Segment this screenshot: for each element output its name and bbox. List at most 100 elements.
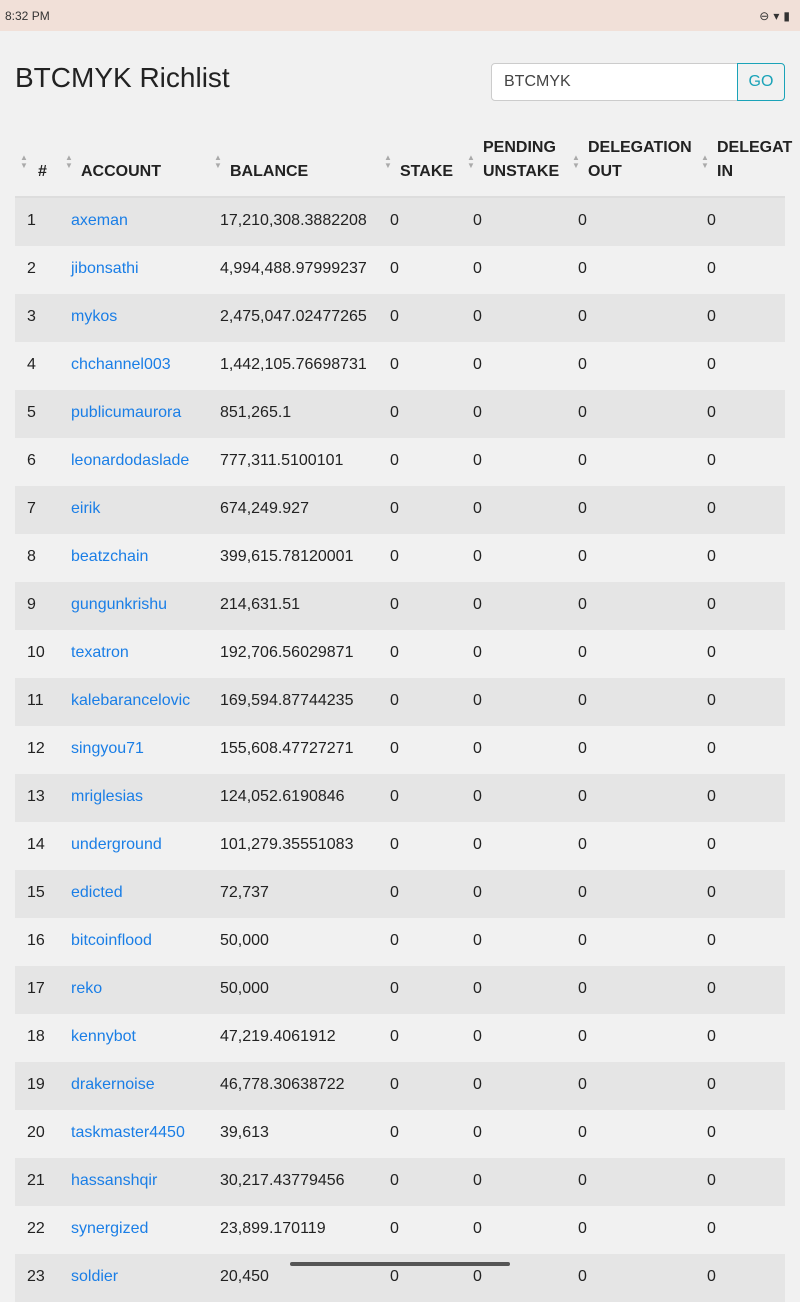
column-header[interactable]: ▲ ▼ DELEGAT IN bbox=[701, 139, 792, 196]
sort-icon: ▲ ▼ bbox=[572, 153, 580, 170]
rank-cell: 2 bbox=[27, 260, 36, 277]
account-link[interactable]: leonardodaslade bbox=[71, 452, 190, 469]
search-input[interactable] bbox=[491, 63, 738, 101]
rank-cell: 6 bbox=[27, 452, 36, 469]
balance-cell: 1,442,105.76698731 bbox=[220, 356, 367, 373]
balance-cell: 851,265.1 bbox=[220, 404, 292, 421]
rank-cell: 7 bbox=[27, 500, 36, 517]
stake-cell: 0 bbox=[390, 212, 399, 229]
delegation-in-cell: 0 bbox=[707, 692, 716, 709]
account-link[interactable]: taskmaster4450 bbox=[71, 1124, 185, 1141]
wifi-icon: ▾ bbox=[773, 8, 780, 23]
delegation-out-cell: 0 bbox=[578, 1268, 587, 1285]
rank-cell: 5 bbox=[27, 404, 36, 421]
delegation-in-cell: 0 bbox=[707, 932, 716, 949]
account-link[interactable]: mykos bbox=[71, 308, 118, 325]
battery-icon: ▮ bbox=[783, 8, 790, 23]
stake-cell: 0 bbox=[390, 980, 399, 997]
stake-cell: 0 bbox=[390, 1124, 399, 1141]
account-link[interactable]: drakernoise bbox=[71, 1076, 155, 1093]
balance-cell: 214,631.51 bbox=[220, 596, 301, 613]
column-header[interactable]: ▲ ▼ STAKE bbox=[384, 140, 453, 196]
balance-cell: 17,210,308.3882208 bbox=[220, 212, 367, 229]
account-link[interactable]: bitcoinflood bbox=[71, 932, 152, 949]
rank-cell: 21 bbox=[27, 1172, 45, 1189]
sort-icon: ▲ ▼ bbox=[214, 153, 222, 170]
delegation-out-cell: 0 bbox=[578, 1172, 587, 1189]
table-row: 16 bitcoinflood 50,000 0 0 0 0 bbox=[15, 918, 785, 966]
sort-icon: ▲ ▼ bbox=[701, 153, 709, 170]
account-link[interactable]: kennybot bbox=[71, 1028, 136, 1045]
account-link[interactable]: eirik bbox=[71, 500, 101, 517]
rank-cell: 4 bbox=[27, 356, 36, 373]
rank-cell: 3 bbox=[27, 308, 36, 325]
delegation-out-cell: 0 bbox=[578, 596, 587, 613]
delegation-out-cell: 0 bbox=[578, 932, 587, 949]
column-header[interactable]: ▲ ▼ PENDING UNSTAKE bbox=[467, 139, 560, 196]
pending-unstake-cell: 0 bbox=[473, 596, 482, 613]
column-header[interactable]: ▲ ▼ BALANCE bbox=[214, 140, 308, 196]
account-link[interactable]: soldier bbox=[71, 1268, 119, 1285]
account-link[interactable]: hassanshqir bbox=[71, 1172, 158, 1189]
column-header-label: UNSTAKE bbox=[483, 163, 560, 180]
account-link[interactable]: singyou71 bbox=[71, 740, 144, 757]
delegation-in-cell: 0 bbox=[707, 404, 716, 421]
stake-cell: 0 bbox=[390, 884, 399, 901]
account-link[interactable]: underground bbox=[71, 836, 162, 853]
pending-unstake-cell: 0 bbox=[473, 308, 482, 325]
delegation-out-cell: 0 bbox=[578, 452, 587, 469]
pending-unstake-cell: 0 bbox=[473, 980, 482, 997]
account-link[interactable]: reko bbox=[71, 980, 103, 997]
column-header[interactable]: ▲ ▼ # bbox=[20, 140, 47, 196]
rank-cell: 16 bbox=[27, 932, 45, 949]
delegation-out-cell: 0 bbox=[578, 1028, 587, 1045]
stake-cell: 0 bbox=[390, 596, 399, 613]
table-row: 12 singyou71 155,608.47727271 0 0 0 0 bbox=[15, 726, 785, 774]
delegation-in-cell: 0 bbox=[707, 740, 716, 757]
rank-cell: 9 bbox=[27, 596, 36, 613]
account-link[interactable]: mriglesias bbox=[71, 788, 144, 805]
pending-unstake-cell: 0 bbox=[473, 836, 482, 853]
rank-cell: 18 bbox=[27, 1028, 45, 1045]
stake-cell: 0 bbox=[390, 1268, 399, 1285]
delegation-in-cell: 0 bbox=[707, 1124, 716, 1141]
pending-unstake-cell: 0 bbox=[473, 740, 482, 757]
delegation-in-cell: 0 bbox=[707, 1076, 716, 1093]
account-link[interactable]: edicted bbox=[71, 884, 123, 901]
sort-icon: ▲ ▼ bbox=[384, 153, 392, 170]
pending-unstake-cell: 0 bbox=[473, 692, 482, 709]
column-header-label: ACCOUNT bbox=[81, 163, 161, 180]
account-link[interactable]: axeman bbox=[71, 212, 128, 229]
stake-cell: 0 bbox=[390, 500, 399, 517]
account-link[interactable]: texatron bbox=[71, 644, 129, 661]
stake-cell: 0 bbox=[390, 356, 399, 373]
pending-unstake-cell: 0 bbox=[473, 548, 482, 565]
table-row: 15 edicted 72,737 0 0 0 0 bbox=[15, 870, 785, 918]
delegation-out-cell: 0 bbox=[578, 212, 587, 229]
table-row: 4 chchannel003 1,442,105.76698731 0 0 0 0 bbox=[15, 342, 785, 390]
account-link[interactable]: chchannel003 bbox=[71, 356, 171, 373]
column-header-label: # bbox=[38, 163, 47, 180]
column-header[interactable]: ▲ ▼ ACCOUNT bbox=[65, 140, 161, 196]
column-header[interactable]: ▲ ▼ DELEGATION OUT bbox=[572, 139, 692, 196]
sort-icon: ▲ ▼ bbox=[467, 153, 475, 170]
home-indicator[interactable] bbox=[290, 1262, 510, 1266]
account-link[interactable]: gungunkrishu bbox=[71, 596, 168, 613]
sort-icon: ▲ ▼ bbox=[65, 153, 73, 170]
delegation-in-cell: 0 bbox=[707, 1268, 716, 1285]
table-row: 11 kalebarancelovic 169,594.87744235 0 0 0 0 bbox=[15, 678, 785, 726]
delegation-out-cell: 0 bbox=[578, 1124, 587, 1141]
delegation-out-cell: 0 bbox=[578, 404, 587, 421]
rank-cell: 10 bbox=[27, 644, 45, 661]
delegation-out-cell: 0 bbox=[578, 836, 587, 853]
table-row: 8 beatzchain 399,615.78120001 0 0 0 0 bbox=[15, 534, 785, 582]
table-row: 1 axeman 17,210,308.3882208 0 0 0 0 bbox=[15, 198, 785, 246]
account-link[interactable]: synergized bbox=[71, 1220, 149, 1237]
rank-cell: 11 bbox=[27, 692, 44, 709]
account-link[interactable]: kalebarancelovic bbox=[71, 692, 191, 709]
go-button[interactable]: GO bbox=[737, 63, 785, 101]
account-link[interactable]: beatzchain bbox=[71, 548, 149, 565]
account-link[interactable]: jibonsathi bbox=[71, 260, 139, 277]
pending-unstake-cell: 0 bbox=[473, 1268, 482, 1285]
account-link[interactable]: publicumaurora bbox=[71, 404, 182, 421]
